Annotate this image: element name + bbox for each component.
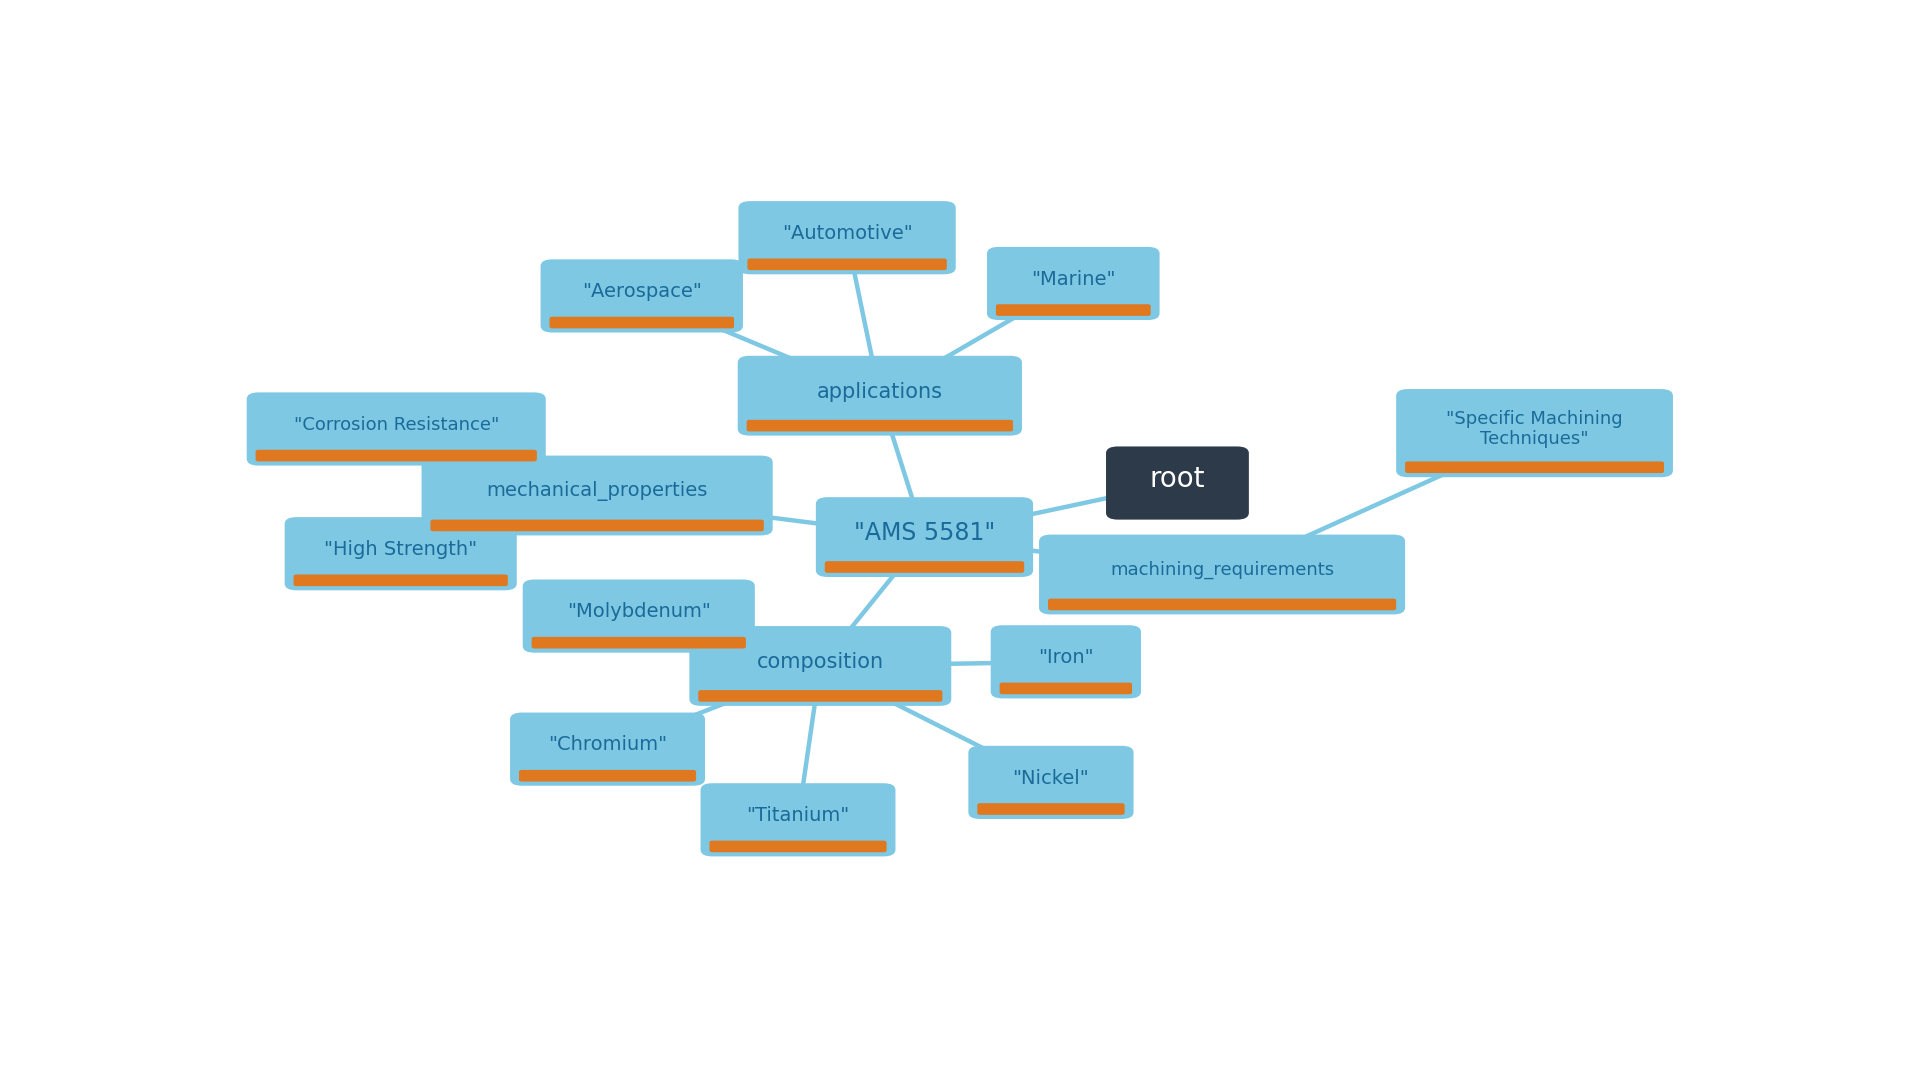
FancyBboxPatch shape — [1396, 389, 1672, 477]
Text: "Automotive": "Automotive" — [781, 224, 912, 243]
Text: "High Strength": "High Strength" — [324, 540, 478, 559]
FancyBboxPatch shape — [422, 456, 772, 536]
FancyBboxPatch shape — [977, 804, 1125, 814]
Text: "Molybdenum": "Molybdenum" — [566, 603, 710, 621]
FancyBboxPatch shape — [1106, 446, 1248, 519]
Text: applications: applications — [816, 381, 943, 402]
FancyBboxPatch shape — [826, 562, 1023, 572]
Text: "Titanium": "Titanium" — [747, 806, 851, 825]
Text: machining_requirements: machining_requirements — [1110, 562, 1334, 580]
FancyBboxPatch shape — [987, 247, 1160, 320]
FancyBboxPatch shape — [739, 201, 956, 274]
FancyBboxPatch shape — [522, 580, 755, 652]
FancyBboxPatch shape — [518, 770, 697, 782]
Text: composition: composition — [756, 652, 883, 672]
FancyBboxPatch shape — [996, 305, 1150, 315]
Text: "Nickel": "Nickel" — [1012, 769, 1089, 787]
Text: "Aerospace": "Aerospace" — [582, 282, 701, 301]
FancyBboxPatch shape — [816, 497, 1033, 577]
FancyBboxPatch shape — [1405, 461, 1665, 473]
FancyBboxPatch shape — [747, 258, 947, 270]
FancyBboxPatch shape — [255, 449, 538, 461]
Text: "Iron": "Iron" — [1039, 648, 1094, 667]
FancyBboxPatch shape — [1039, 535, 1405, 615]
FancyBboxPatch shape — [294, 575, 507, 586]
Text: "Corrosion Resistance": "Corrosion Resistance" — [294, 416, 499, 434]
FancyBboxPatch shape — [284, 517, 516, 591]
FancyBboxPatch shape — [541, 259, 743, 333]
FancyBboxPatch shape — [430, 519, 764, 531]
Text: "Specific Machining
Techniques": "Specific Machining Techniques" — [1446, 409, 1622, 448]
FancyBboxPatch shape — [532, 637, 745, 648]
FancyBboxPatch shape — [246, 392, 545, 465]
FancyBboxPatch shape — [968, 746, 1133, 819]
Text: "Marine": "Marine" — [1031, 270, 1116, 288]
Text: mechanical_properties: mechanical_properties — [486, 482, 708, 501]
FancyBboxPatch shape — [549, 316, 733, 328]
Text: "Chromium": "Chromium" — [547, 735, 666, 755]
FancyBboxPatch shape — [689, 626, 950, 706]
FancyBboxPatch shape — [1000, 683, 1133, 694]
FancyBboxPatch shape — [737, 355, 1021, 435]
FancyBboxPatch shape — [991, 625, 1140, 699]
FancyBboxPatch shape — [701, 783, 895, 856]
FancyBboxPatch shape — [747, 420, 1014, 432]
FancyBboxPatch shape — [511, 713, 705, 786]
FancyBboxPatch shape — [699, 690, 943, 702]
Text: root: root — [1150, 464, 1206, 492]
FancyBboxPatch shape — [1048, 598, 1396, 610]
FancyBboxPatch shape — [710, 840, 887, 852]
Text: "AMS 5581": "AMS 5581" — [854, 521, 995, 545]
